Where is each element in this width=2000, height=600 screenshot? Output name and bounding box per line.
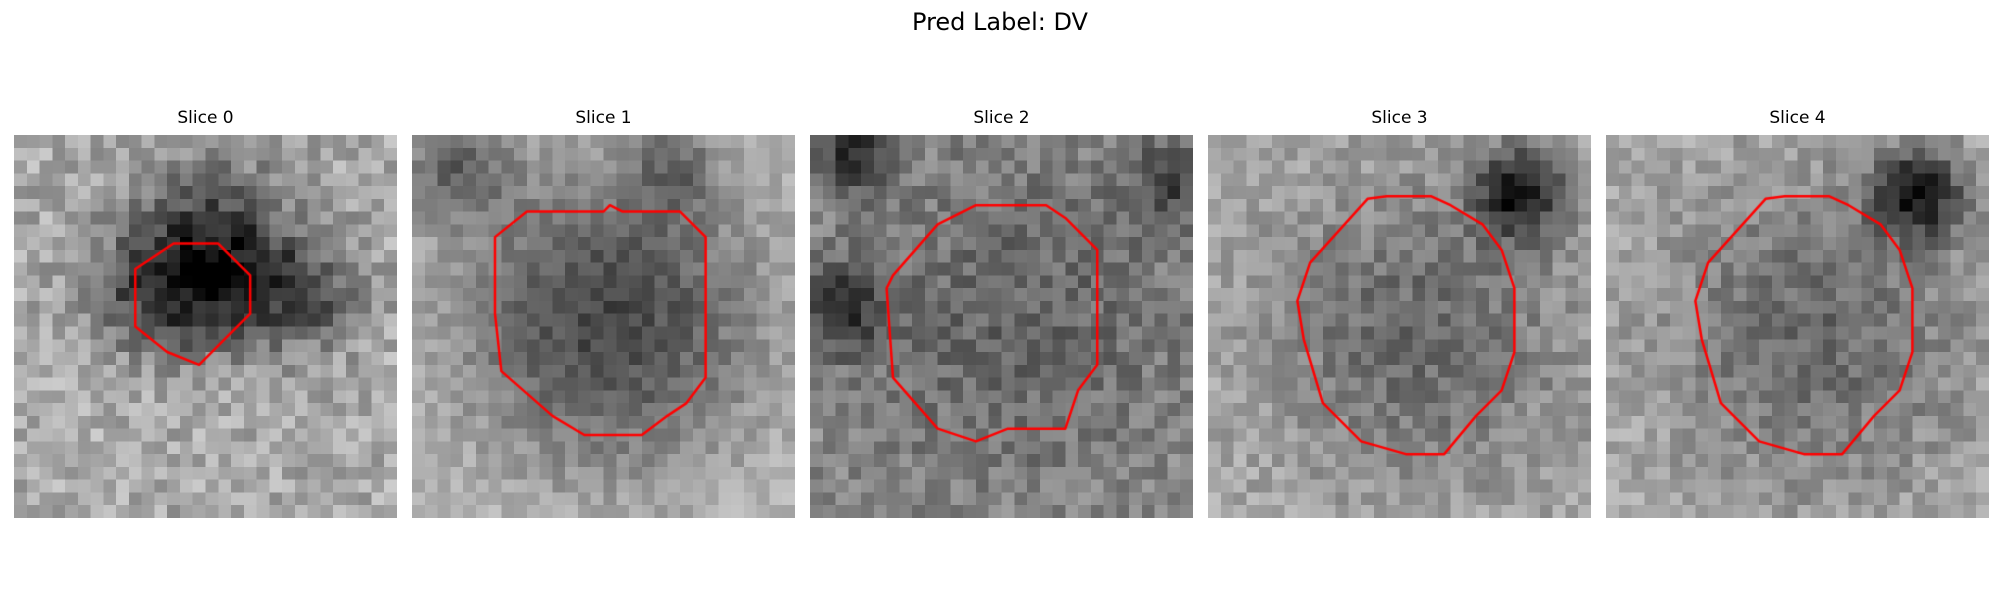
slice-image bbox=[810, 135, 1193, 518]
slice-title: Slice 2 bbox=[973, 108, 1030, 128]
slice-title: Slice 1 bbox=[575, 108, 632, 128]
slice-image bbox=[14, 135, 397, 518]
slice-image bbox=[1208, 135, 1591, 518]
slice-panel-4: Slice 4 bbox=[1606, 108, 1989, 518]
slice-panel-1: Slice 1 bbox=[412, 108, 795, 518]
slice-title: Slice 0 bbox=[177, 108, 234, 128]
slice-panel-2: Slice 2 bbox=[810, 108, 1193, 518]
slice-image bbox=[412, 135, 795, 518]
slice-title: Slice 4 bbox=[1769, 108, 1826, 128]
slice-panel-3: Slice 3 bbox=[1208, 108, 1591, 518]
slice-title: Slice 3 bbox=[1371, 108, 1428, 128]
slice-panel-0: Slice 0 bbox=[14, 108, 397, 518]
slice-image bbox=[1606, 135, 1989, 518]
figure-title: Pred Label: DV bbox=[912, 8, 1088, 36]
